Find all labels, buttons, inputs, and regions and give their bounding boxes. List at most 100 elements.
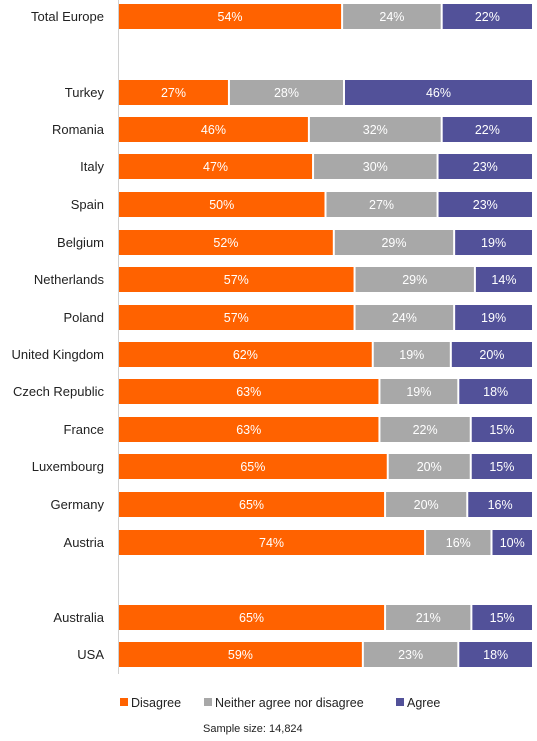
data-label-czech-republic-agree: 18% <box>483 385 508 399</box>
data-label-italy-agree: 23% <box>473 160 498 174</box>
legend-swatch-agree <box>396 698 404 706</box>
category-label-australia: Australia <box>53 610 104 625</box>
legend-label-disagree: Disagree <box>131 696 181 710</box>
data-label-total-europe-neither-agree-nor-disagree: 24% <box>379 10 404 24</box>
bar-spain-agree <box>438 192 532 217</box>
data-label-czech-republic-neither-agree-nor-disagree: 19% <box>406 385 431 399</box>
category-label-czech-republic: Czech Republic <box>13 384 105 399</box>
bar-italy-neither-agree-nor-disagree <box>314 154 437 179</box>
data-label-romania-agree: 22% <box>475 123 500 137</box>
data-label-australia-agree: 15% <box>490 611 515 625</box>
bar-italy-disagree <box>119 154 313 179</box>
data-label-usa-disagree: 59% <box>228 648 253 662</box>
bar-turkey-neither-agree-nor-disagree <box>229 80 343 105</box>
bar-spain-disagree <box>119 192 325 217</box>
data-label-total-europe-agree: 22% <box>475 10 500 24</box>
bar-united-kingdom-neither-agree-nor-disagree <box>373 342 450 367</box>
category-label-netherlands: Netherlands <box>34 272 105 287</box>
bar-australia-disagree <box>119 605 385 630</box>
category-label-austria: Austria <box>64 535 105 550</box>
bar-france-neither-agree-nor-disagree <box>380 417 470 442</box>
bar-australia-agree <box>472 605 532 630</box>
category-label-romania: Romania <box>52 122 105 137</box>
bar-luxembourg-disagree <box>119 454 387 479</box>
bar-poland-neither-agree-nor-disagree <box>355 305 454 330</box>
data-label-germany-agree: 16% <box>488 498 513 512</box>
bar-united-kingdom-disagree <box>119 342 372 367</box>
legend: Disagree Neither agree nor disagree Agree <box>120 696 440 710</box>
bar-poland-disagree <box>119 305 354 330</box>
data-label-turkey-agree: 46% <box>426 86 451 100</box>
bars-group: 54% 24% 22% 27% 28% 46% 46% 32% 22% 47% 30% 23% 50% 2… <box>119 4 532 667</box>
category-label-total-europe: Total Europe <box>31 9 104 24</box>
bar-czech-republic-neither-agree-nor-disagree <box>380 379 458 404</box>
category-label-france: France <box>64 422 104 437</box>
bar-belgium-agree <box>455 230 532 255</box>
data-label-romania-disagree: 46% <box>201 123 226 137</box>
bar-romania-neither-agree-nor-disagree <box>309 117 441 142</box>
data-label-poland-agree: 19% <box>481 311 506 325</box>
data-label-italy-disagree: 47% <box>203 160 228 174</box>
bar-total-europe-agree <box>442 4 532 29</box>
bar-germany-agree <box>468 492 532 517</box>
data-label-romania-neither-agree-nor-disagree: 32% <box>363 123 388 137</box>
category-label-usa: USA <box>77 647 104 662</box>
data-label-total-europe-disagree: 54% <box>218 10 243 24</box>
data-label-poland-disagree: 57% <box>224 311 249 325</box>
data-label-czech-republic-disagree: 63% <box>236 385 261 399</box>
bar-germany-neither-agree-nor-disagree <box>386 492 467 517</box>
bar-total-europe-neither-agree-nor-disagree <box>343 4 441 29</box>
bar-austria-disagree <box>119 530 425 555</box>
category-label-italy: Italy <box>80 159 104 174</box>
data-label-netherlands-disagree: 57% <box>224 273 249 287</box>
data-label-united-kingdom-disagree: 62% <box>233 348 258 362</box>
category-label-belgium: Belgium <box>57 235 104 250</box>
legend-label-neither-agree-nor-disagree: Neither agree nor disagree <box>215 696 364 710</box>
bar-usa-disagree <box>119 642 362 667</box>
data-label-spain-disagree: 50% <box>209 198 234 212</box>
bar-netherlands-disagree <box>119 267 354 292</box>
data-label-belgium-disagree: 52% <box>213 236 238 250</box>
bar-romania-agree <box>442 117 532 142</box>
data-label-luxembourg-neither-agree-nor-disagree: 20% <box>417 460 442 474</box>
data-label-usa-neither-agree-nor-disagree: 23% <box>398 648 423 662</box>
bar-turkey-disagree <box>119 80 228 105</box>
data-label-united-kingdom-neither-agree-nor-disagree: 19% <box>399 348 424 362</box>
bar-belgium-disagree <box>119 230 333 255</box>
bar-spain-neither-agree-nor-disagree <box>326 192 437 217</box>
data-label-netherlands-neither-agree-nor-disagree: 29% <box>402 273 427 287</box>
bar-austria-neither-agree-nor-disagree <box>426 530 491 555</box>
data-label-turkey-neither-agree-nor-disagree: 28% <box>274 86 299 100</box>
category-label-united-kingdom: United Kingdom <box>12 347 105 362</box>
bar-netherlands-agree <box>475 267 532 292</box>
data-label-australia-neither-agree-nor-disagree: 21% <box>416 611 441 625</box>
category-labels-group: Total Europe Turkey Romania Italy Spain Belgi… <box>12 9 105 662</box>
bar-usa-neither-agree-nor-disagree <box>363 642 458 667</box>
data-label-belgium-neither-agree-nor-disagree: 29% <box>381 236 406 250</box>
category-label-germany: Germany <box>51 497 105 512</box>
data-label-luxembourg-agree: 15% <box>489 460 514 474</box>
bar-austria-agree <box>492 530 532 555</box>
bar-total-europe-disagree <box>119 4 342 29</box>
data-label-netherlands-agree: 14% <box>491 273 516 287</box>
bar-romania-disagree <box>119 117 308 142</box>
legend-label-agree: Agree <box>407 696 440 710</box>
category-label-poland: Poland <box>64 310 104 325</box>
data-label-france-disagree: 63% <box>236 423 261 437</box>
data-label-usa-agree: 18% <box>483 648 508 662</box>
bar-france-disagree <box>119 417 379 442</box>
bar-netherlands-neither-agree-nor-disagree <box>355 267 474 292</box>
data-label-austria-agree: 10% <box>500 536 525 550</box>
category-label-turkey: Turkey <box>65 85 105 100</box>
data-label-spain-neither-agree-nor-disagree: 27% <box>369 198 394 212</box>
legend-swatch-neither-agree-nor-disagree <box>204 698 212 706</box>
data-label-luxembourg-disagree: 65% <box>240 460 265 474</box>
data-label-germany-disagree: 65% <box>239 498 264 512</box>
bar-australia-neither-agree-nor-disagree <box>386 605 471 630</box>
bar-italy-agree <box>438 154 532 179</box>
data-label-australia-disagree: 65% <box>239 611 264 625</box>
bar-united-kingdom-agree <box>451 342 532 367</box>
category-label-luxembourg: Luxembourg <box>32 459 104 474</box>
bar-czech-republic-disagree <box>119 379 379 404</box>
